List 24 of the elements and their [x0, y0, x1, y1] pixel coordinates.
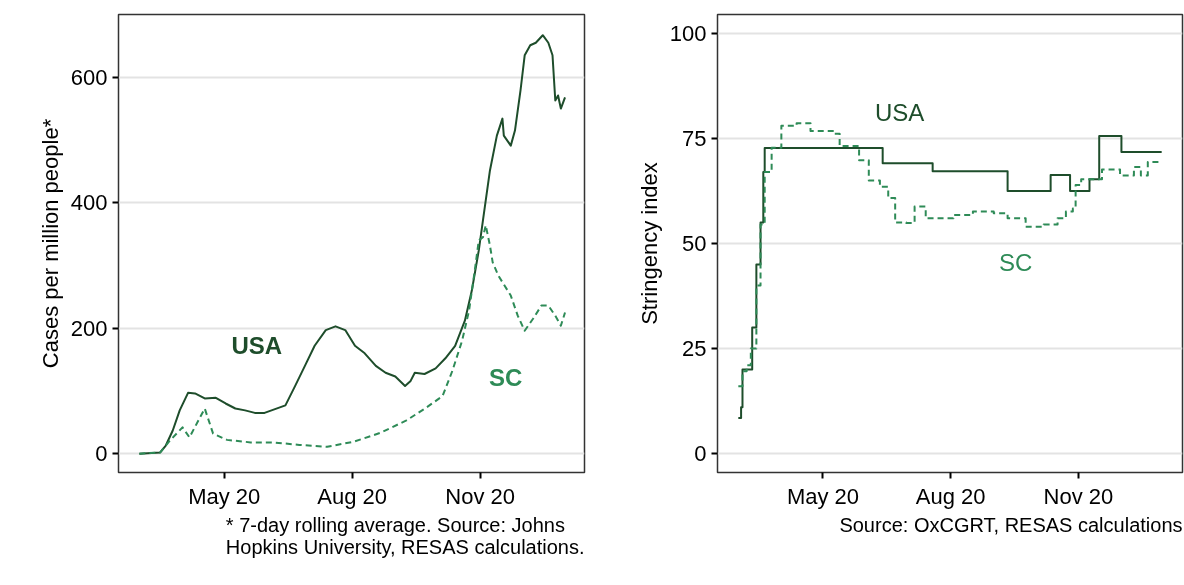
- y-tick-label: 0: [694, 441, 707, 467]
- line-series: [138, 224, 567, 455]
- series-label: SC: [998, 248, 1033, 276]
- series-label: USA: [231, 332, 283, 360]
- y-axis-title: Stringency index: [636, 162, 662, 325]
- y-tick-label: 25: [682, 336, 707, 362]
- x-tick-label: Aug 20: [915, 483, 986, 509]
- x-tick-label: Nov 20: [445, 483, 516, 509]
- y-tick-label: 100: [669, 20, 707, 46]
- x-tick-label: May 20: [188, 483, 261, 509]
- x-tick-label: Nov 20: [1043, 483, 1114, 509]
- y-tick-label: 200: [70, 315, 108, 341]
- x-tick-label: May 20: [786, 483, 860, 509]
- y-tick-label: 600: [70, 64, 108, 90]
- y-tick-label: 75: [682, 125, 707, 151]
- series-label: SC: [489, 364, 523, 392]
- x-tick-label: Aug 20: [317, 483, 388, 509]
- y-tick-label: 400: [70, 190, 108, 216]
- y-axis-title: Cases per million people*: [37, 118, 63, 369]
- y-tick-label: 0: [95, 441, 108, 467]
- series-label: USA: [875, 98, 925, 126]
- text: * 7-day rolling average. Source: Johns Hopkins University, RESAS calculations.: [225, 513, 585, 558]
- source-note: Source: OxCGRT, RESAS calculations: [839, 513, 1183, 536]
- y-tick-label: 50: [682, 231, 707, 256]
